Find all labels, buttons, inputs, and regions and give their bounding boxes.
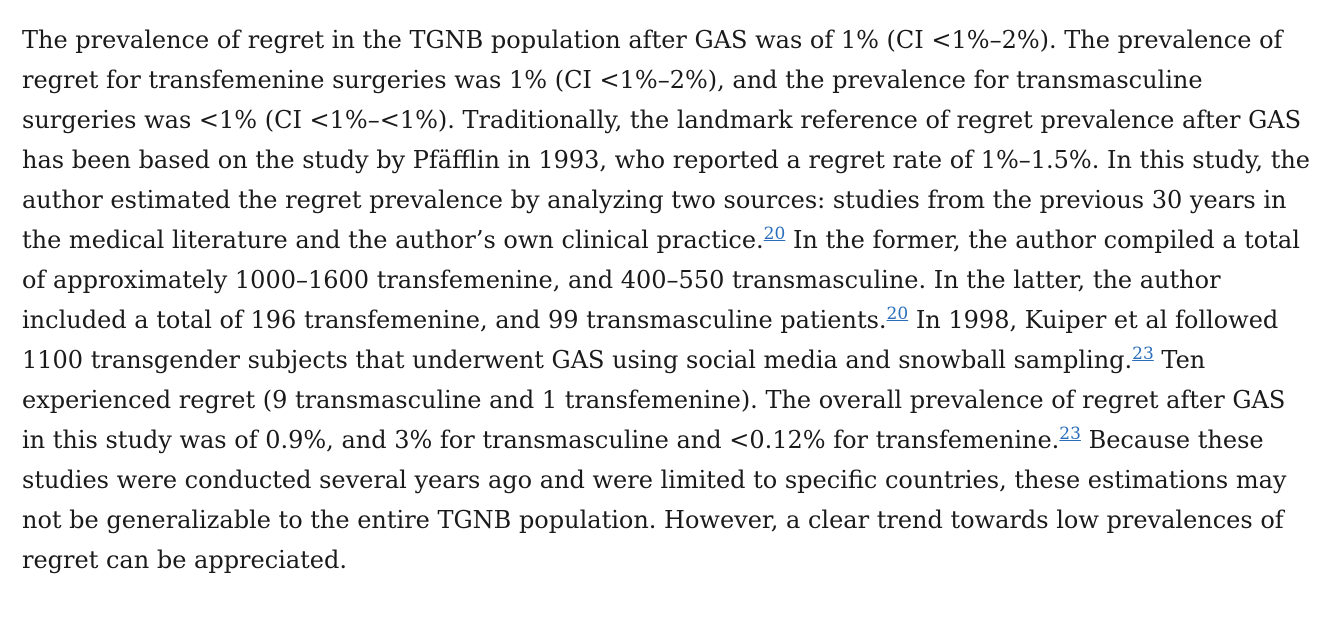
text-run: In 1998, Kuiper et al followed 1100 tran… xyxy=(22,306,1279,374)
text-run: The prevalence of regret in the TGNB pop… xyxy=(22,26,1310,254)
text-run: Ten experienced regret (9 transmasculine… xyxy=(22,346,1286,454)
citation-link[interactable]: 23 xyxy=(1132,344,1154,364)
text-run: Because these studies were conducted sev… xyxy=(22,426,1287,574)
text-run: In the former, the author compiled a tot… xyxy=(22,226,1300,334)
paragraph: The prevalence of regret in the TGNB pop… xyxy=(22,20,1314,580)
citation-link[interactable]: 20 xyxy=(763,224,786,244)
citation-link[interactable]: 23 xyxy=(1059,424,1081,444)
citation-link[interactable]: 20 xyxy=(886,304,909,324)
